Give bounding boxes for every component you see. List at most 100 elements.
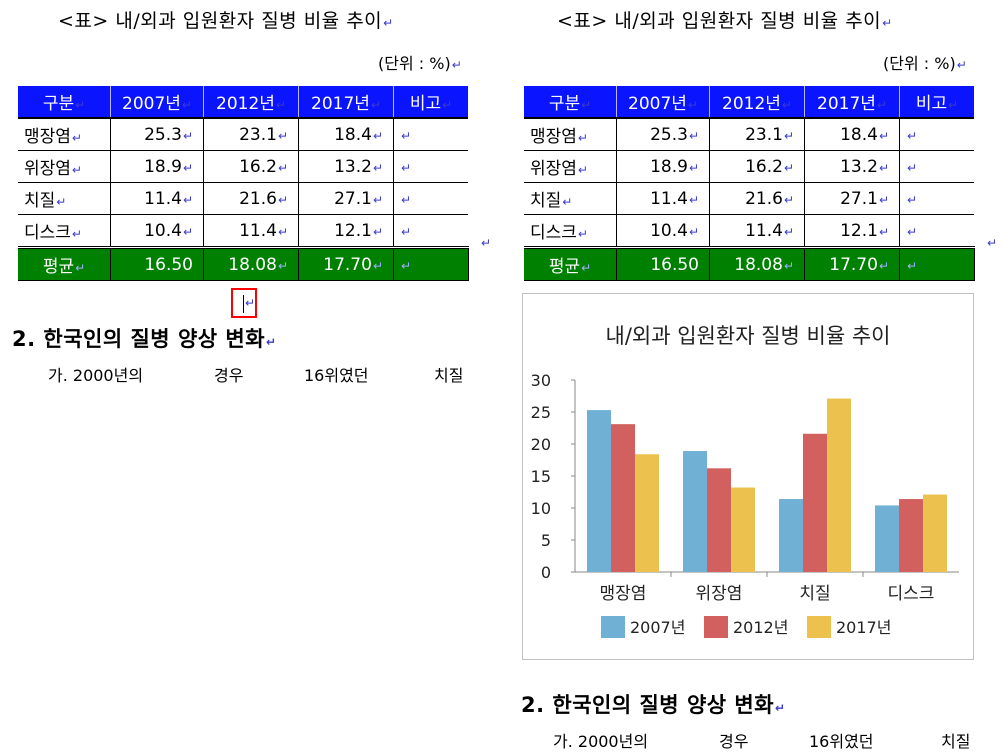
value-cell[interactable]: 18.4↵: [298, 118, 394, 151]
header-cell[interactable]: 2017년↵: [298, 86, 394, 119]
value-cell[interactable]: 25.3↵: [110, 118, 204, 151]
note-cell[interactable]: ↵: [899, 214, 974, 248]
note-cell[interactable]: ↵: [393, 214, 468, 248]
header-cell[interactable]: 2012년↵: [203, 86, 299, 119]
note-cell[interactable]: ↵: [899, 150, 974, 183]
header-cell[interactable]: 2007년↵: [616, 86, 710, 119]
data-table[interactable]: 구분↵ 2007년↵ 2012년↵ 2017년↵ 비고↵ 맹장염↵ 25.3↵ …: [18, 86, 469, 281]
x-tick-label: 위장염: [696, 584, 743, 604]
row-label-cell[interactable]: 맹장염↵: [524, 118, 617, 151]
y-tick-label: 5: [541, 531, 551, 550]
note-cell[interactable]: ↵: [899, 182, 974, 215]
paragraph-mark: ↵: [882, 16, 893, 30]
paragraph-mark: ↵: [245, 296, 256, 310]
value-cell[interactable]: 11.4↵: [203, 214, 299, 248]
bar: [779, 499, 803, 572]
header-cell[interactable]: 구분↵: [524, 86, 617, 119]
value-cell[interactable]: 11.4↵: [110, 182, 204, 215]
value-cell[interactable]: 16.2↵: [203, 150, 299, 183]
value-cell[interactable]: 16.2↵: [709, 150, 805, 183]
row-label-cell[interactable]: 치질↵: [524, 182, 617, 215]
bar: [683, 451, 707, 572]
sub-item-word: 16위였던: [304, 366, 369, 385]
unit-note: (단위 : %)↵: [378, 50, 462, 74]
row-label-cell[interactable]: 디스크↵: [18, 214, 111, 248]
section-heading: 2. 한국인의 질병 양상 변화↵: [521, 693, 786, 717]
header-cell[interactable]: 2012년↵: [709, 86, 805, 119]
bar: [923, 494, 947, 572]
header-cell[interactable]: 비고↵: [393, 86, 468, 119]
value-cell[interactable]: 18.4↵: [804, 118, 900, 151]
text-cursor-highlight[interactable]: ↵: [231, 288, 257, 318]
value-cell[interactable]: 23.1↵: [203, 118, 299, 151]
note-cell[interactable]: ↵: [393, 150, 468, 183]
row-label-cell[interactable]: 위장염↵: [18, 150, 111, 183]
note-cell[interactable]: ↵: [393, 118, 468, 151]
value-cell[interactable]: 11.4↵: [709, 214, 805, 248]
chart-object[interactable]: 내/외과 입원환자 질병 비율 추이 0 5 10 15 20 25 30 맹장염 위장염 치질 디스…: [522, 293, 974, 660]
value-cell[interactable]: 10.4↵: [616, 214, 710, 248]
value-cell[interactable]: 13.2↵: [298, 150, 394, 183]
value-cell[interactable]: 23.1↵: [709, 118, 805, 151]
average-value-cell[interactable]: 18.08↵: [709, 246, 805, 281]
bar: [875, 505, 899, 572]
value-cell[interactable]: 10.4↵: [110, 214, 204, 248]
note-cell[interactable]: ↵: [393, 182, 468, 215]
row-label-cell[interactable]: 치질↵: [18, 182, 111, 215]
paragraph-mark: ↵: [956, 58, 967, 72]
header-cell[interactable]: 2007년↵: [110, 86, 204, 119]
text-caret: [243, 295, 244, 313]
table-header-row: 구분↵ 2007년↵ 2012년↵ 2017년↵ 비고↵: [18, 86, 468, 119]
header-cell[interactable]: 비고↵: [899, 86, 974, 119]
bar: [587, 410, 611, 572]
header-cell[interactable]: 구분↵: [18, 86, 111, 119]
value-cell[interactable]: 27.1↵: [804, 182, 900, 215]
legend-label: 2012년: [733, 618, 788, 637]
value-cell[interactable]: 12.1↵: [298, 214, 394, 248]
legend-swatch: [807, 616, 831, 638]
y-tick-label: 0: [541, 563, 551, 582]
value-cell[interactable]: 25.3↵: [616, 118, 710, 151]
average-value-cell[interactable]: 16.50: [616, 246, 710, 281]
average-row: 평균↵ 16.50 18.08↵ 17.70↵ ↵: [18, 246, 469, 281]
value-cell[interactable]: 12.1↵: [804, 214, 900, 248]
value-cell[interactable]: 21.6↵: [709, 182, 805, 215]
header-cell[interactable]: 2017년↵: [804, 86, 900, 119]
data-table[interactable]: 구분↵ 2007년↵ 2012년↵ 2017년↵ 비고↵ 맹장염↵ 25.3↵ …: [524, 86, 975, 281]
table-header-row: 구분↵ 2007년↵ 2012년↵ 2017년↵ 비고↵: [524, 86, 974, 119]
sub-item-word: 경우: [214, 366, 244, 385]
row-label-cell[interactable]: 위장염↵: [524, 150, 617, 183]
row-label-cell[interactable]: 디스크↵: [524, 214, 617, 248]
note-cell[interactable]: ↵: [899, 118, 974, 151]
section-heading: 2. 한국인의 질병 양상 변화↵: [12, 327, 277, 351]
average-value-cell[interactable]: 17.70↵: [804, 246, 900, 281]
average-note-cell[interactable]: ↵: [393, 246, 469, 281]
y-tick-label: 15: [531, 467, 551, 486]
average-value-cell[interactable]: 18.08↵: [203, 246, 299, 281]
value-cell[interactable]: 27.1↵: [298, 182, 394, 215]
average-label-cell[interactable]: 평균↵: [18, 246, 111, 281]
value-cell[interactable]: 11.4↵: [616, 182, 710, 215]
paragraph-mark: ↵: [481, 236, 492, 250]
average-label-cell[interactable]: 평균↵: [524, 246, 617, 281]
sub-item-word: 16위였던: [809, 732, 874, 751]
row-label-cell[interactable]: 맹장염↵: [18, 118, 111, 151]
unit-note: (단위 : %)↵: [883, 50, 967, 74]
value-cell[interactable]: 21.6↵: [203, 182, 299, 215]
average-value-cell[interactable]: 17.70↵: [298, 246, 394, 281]
sub-item-line: 가. 2000년의 경우 16위였던 치질: [553, 728, 993, 751]
table-row: 위장염↵ 18.9↵ 16.2↵ 13.2↵ ↵: [18, 150, 468, 183]
average-value-cell[interactable]: 16.50: [110, 246, 204, 281]
caption-text: <표> 내/외과 입원환자 질병 비율 추이: [557, 10, 882, 32]
average-note-cell[interactable]: ↵: [899, 246, 975, 281]
table-row: 디스크↵ 10.4↵ 11.4↵ 12.1↵ ↵: [18, 214, 468, 248]
table-row: 디스크↵ 10.4↵ 11.4↵ 12.1↵ ↵: [524, 214, 974, 248]
x-tick-label: 치질: [799, 584, 830, 604]
value-cell[interactable]: 18.9↵: [616, 150, 710, 183]
bar: [803, 433, 827, 572]
value-cell[interactable]: 18.9↵: [110, 150, 204, 183]
table-row: 치질↵ 11.4↵ 21.6↵ 27.1↵ ↵: [18, 182, 468, 215]
value-cell[interactable]: 13.2↵: [804, 150, 900, 183]
x-tick-label: 맹장염: [600, 584, 647, 604]
sub-item-line: 가. 2000년의 경우 16위였던 치질: [48, 362, 488, 385]
